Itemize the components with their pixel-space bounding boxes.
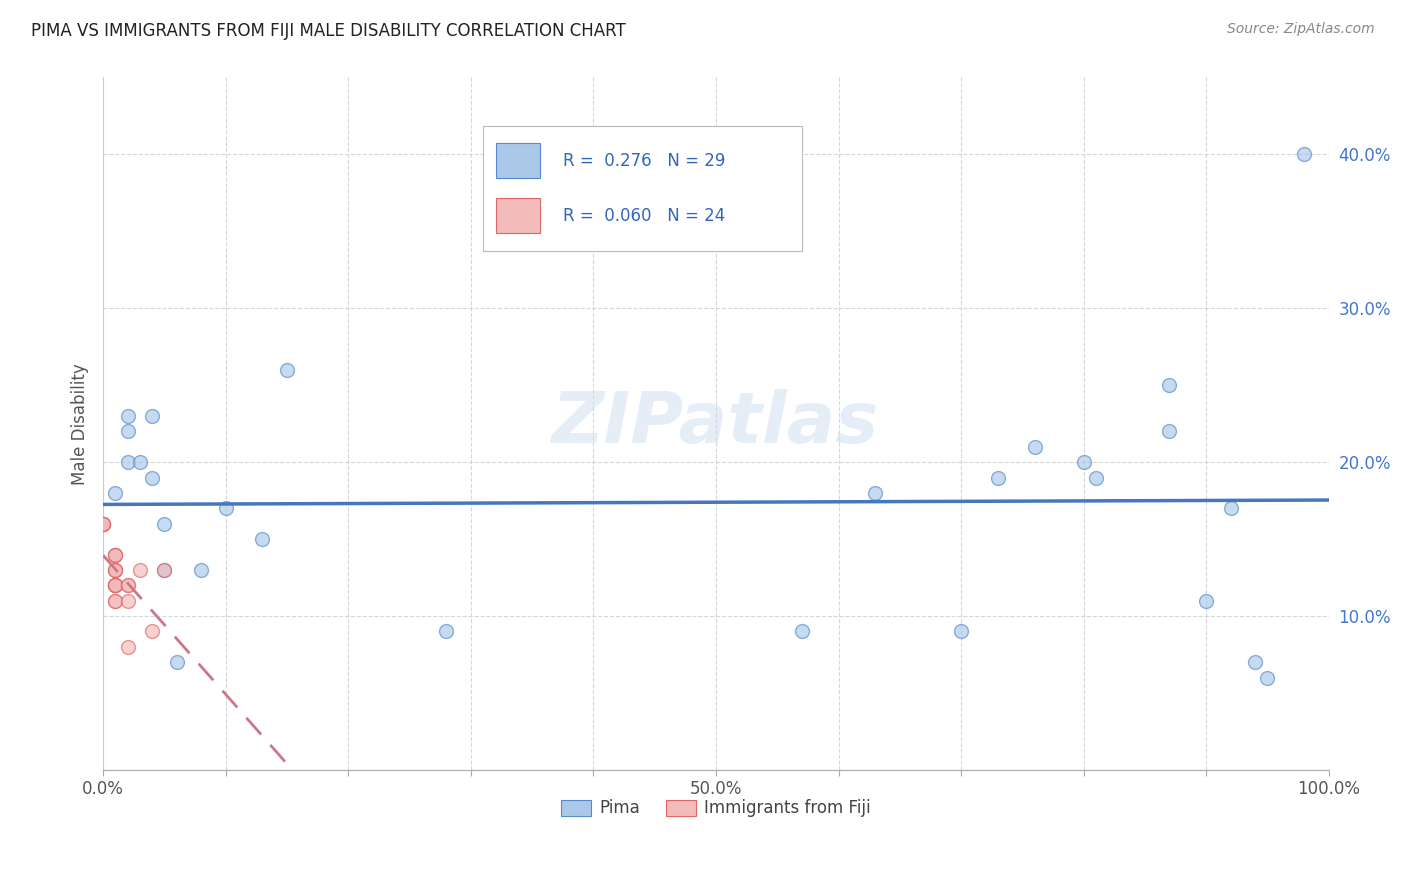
- Point: [104, 563, 127, 577]
- Point: [865, 486, 887, 500]
- Point: [1073, 455, 1095, 469]
- Point: [1159, 378, 1181, 392]
- Y-axis label: Male Disability: Male Disability: [72, 363, 89, 484]
- Point: [91, 516, 114, 531]
- Point: [1084, 470, 1107, 484]
- Point: [117, 593, 139, 607]
- Point: [104, 578, 127, 592]
- Legend: Pima, Immigrants from Fiji: Pima, Immigrants from Fiji: [555, 793, 877, 824]
- Point: [117, 578, 139, 592]
- Point: [987, 470, 1010, 484]
- Point: [141, 470, 163, 484]
- Point: [104, 578, 127, 592]
- Point: [153, 563, 176, 577]
- Point: [104, 548, 127, 562]
- Point: [141, 409, 163, 423]
- Point: [117, 578, 139, 592]
- Point: [117, 409, 139, 423]
- Text: ZIPatlas: ZIPatlas: [553, 389, 880, 458]
- Point: [190, 563, 212, 577]
- Point: [1024, 440, 1046, 454]
- Point: [91, 516, 114, 531]
- Point: [1294, 147, 1316, 161]
- Point: [117, 425, 139, 439]
- Point: [950, 624, 973, 639]
- Point: [1256, 671, 1278, 685]
- Point: [104, 593, 127, 607]
- Point: [91, 516, 114, 531]
- Text: Source: ZipAtlas.com: Source: ZipAtlas.com: [1227, 22, 1375, 37]
- Point: [790, 624, 813, 639]
- Point: [153, 516, 176, 531]
- Text: PIMA VS IMMIGRANTS FROM FIJI MALE DISABILITY CORRELATION CHART: PIMA VS IMMIGRANTS FROM FIJI MALE DISABI…: [31, 22, 626, 40]
- Point: [104, 563, 127, 577]
- Point: [141, 624, 163, 639]
- Point: [104, 563, 127, 577]
- Point: [1219, 501, 1241, 516]
- Point: [276, 363, 298, 377]
- Point: [117, 640, 139, 654]
- Point: [434, 624, 457, 639]
- Point: [166, 655, 188, 669]
- Point: [1159, 425, 1181, 439]
- Point: [129, 563, 152, 577]
- Point: [104, 548, 127, 562]
- Point: [104, 593, 127, 607]
- Point: [104, 578, 127, 592]
- Point: [129, 455, 152, 469]
- Point: [104, 486, 127, 500]
- Point: [215, 501, 238, 516]
- Point: [153, 563, 176, 577]
- Point: [1244, 655, 1267, 669]
- Point: [252, 532, 274, 546]
- Point: [91, 516, 114, 531]
- Point: [1195, 593, 1218, 607]
- Point: [117, 455, 139, 469]
- Point: [104, 548, 127, 562]
- Point: [104, 578, 127, 592]
- Point: [104, 578, 127, 592]
